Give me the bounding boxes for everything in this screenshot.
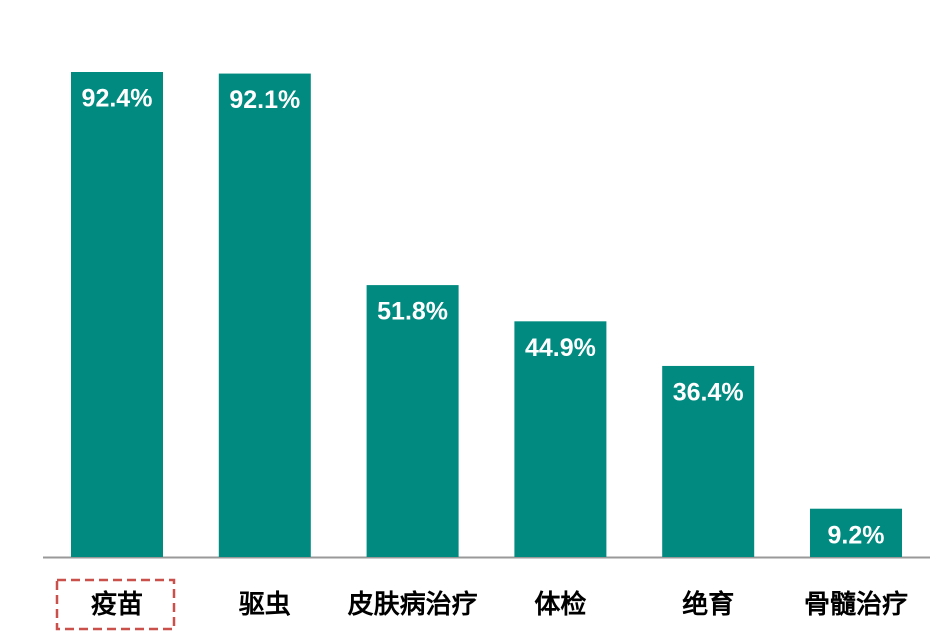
- highlight-box: [55, 578, 176, 631]
- value-label: 44.9%: [525, 334, 596, 362]
- x-tick-label: 体检: [534, 589, 586, 619]
- bar: [366, 285, 459, 557]
- x-tick-label: 皮肤病治疗: [348, 589, 478, 619]
- bar: [810, 508, 902, 557]
- x-tick-label: 骨髓治疗: [804, 589, 908, 619]
- value-label: 36.4%: [673, 379, 744, 407]
- bar: [662, 365, 755, 557]
- x-tick-label: 驱虫: [239, 589, 291, 619]
- x-tick-label: 疫苗: [91, 589, 143, 619]
- x-tick-label: 绝育: [682, 589, 734, 619]
- bar: [71, 72, 163, 557]
- bar: [514, 321, 607, 557]
- value-label: 92.1%: [229, 86, 300, 114]
- value-label: 92.4%: [82, 85, 153, 113]
- value-label: 9.2%: [828, 521, 885, 549]
- value-label: 51.8%: [377, 298, 448, 326]
- bar: [218, 73, 311, 557]
